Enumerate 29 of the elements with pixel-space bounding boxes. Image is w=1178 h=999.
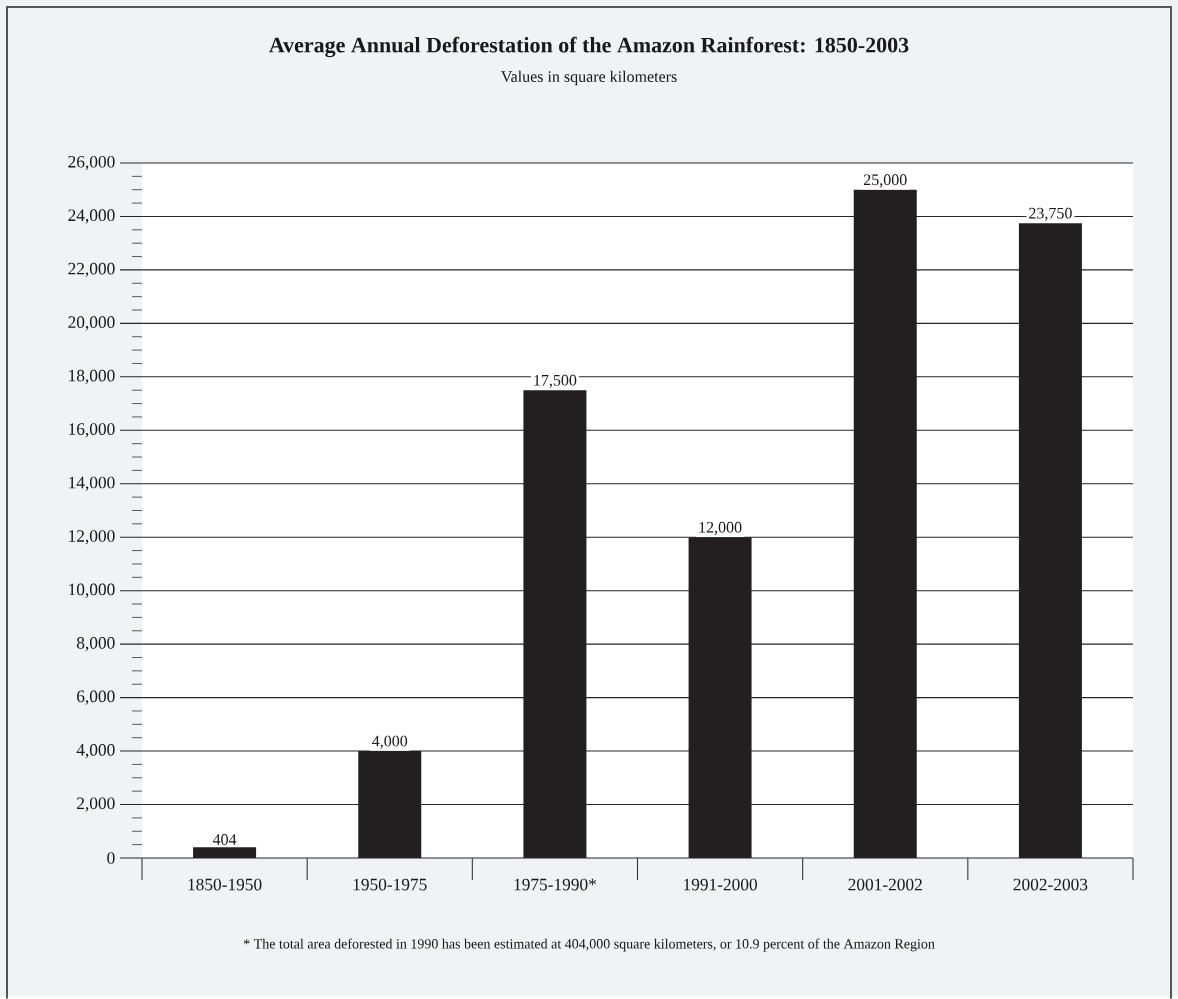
x-tick-label: 2001-2002 — [848, 878, 922, 891]
y-tick-label: 22,000 — [68, 262, 115, 278]
y-tick-label: 4,000 — [76, 744, 115, 759]
y-tick-label: 2,000 — [77, 797, 115, 812]
data-label: 25,000 — [863, 174, 907, 188]
text: * The total area deforested in 1990 has been estimated at 404,000 square kilometers, or 10.9 percent of the Amazon Region — [243, 938, 935, 952]
y-tick-label: 18,000 — [69, 369, 115, 385]
y-tick-label: 14,000 — [69, 476, 115, 492]
y-tick-label: 8,000 — [76, 637, 115, 652]
data-label: 4,000 — [372, 735, 408, 749]
y-tick-label: 0 — [107, 852, 115, 865]
y-tick-label: 16,000 — [69, 423, 115, 438]
x-tick-label: 2002-2003 — [1013, 878, 1088, 891]
x-tick-label: 1975-1990* — [514, 878, 596, 891]
data-label: 12,000 — [699, 522, 742, 536]
x-tick-label: 1950-1975 — [353, 878, 427, 891]
y-tick-label: 6,000 — [77, 690, 115, 705]
y-tick-label: 10,000 — [69, 583, 115, 598]
chart-title: Average Annual Deforestation of the Amazon Rainforest: 1850-2003 — [269, 36, 909, 58]
data-label: 23,750 — [1029, 207, 1072, 222]
x-tick-label: 1850-1950 — [188, 878, 262, 891]
y-tick-label: 12,000 — [69, 530, 115, 545]
x-tick-label: 1991-2000 — [684, 878, 757, 891]
data-label: 404 — [212, 834, 237, 846]
data-label: 17,500 — [534, 375, 577, 389]
y-tick-label: 20,000 — [68, 316, 115, 331]
y-tick-label: 26,000 — [68, 156, 115, 171]
chart-subtitle: Values in square kilometers — [501, 70, 677, 86]
y-tick-label: 24,000 — [68, 209, 115, 224]
